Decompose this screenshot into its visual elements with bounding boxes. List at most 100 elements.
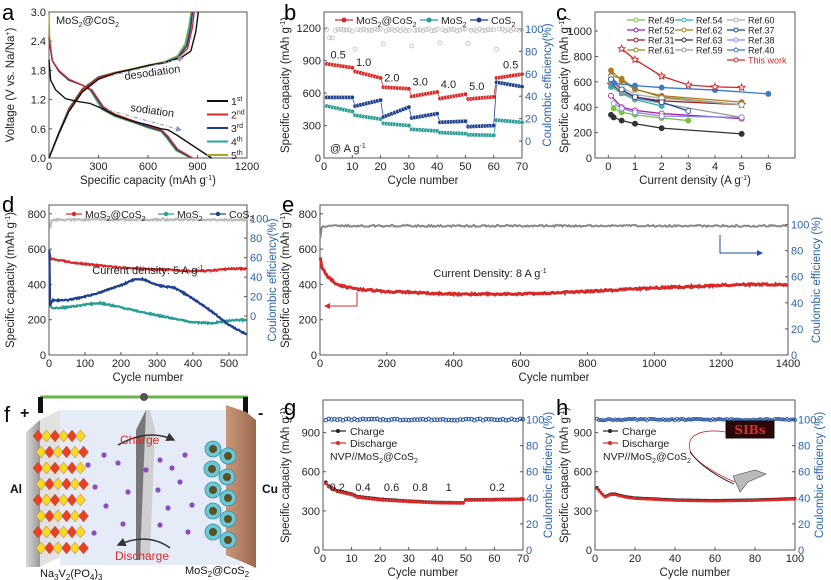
rate-label: 0.2: [330, 482, 345, 494]
ce-marker: [509, 416, 514, 422]
data-point-Discharge: [469, 498, 474, 502]
y2-axis-label: Coulombic efficiency (%): [811, 217, 823, 344]
x-tick-label: 200: [112, 358, 130, 370]
anode-label: MoS2@CoS2: [185, 565, 250, 579]
ce-marker: [454, 28, 460, 34]
cell-annotation: NVP//MoS2​@CoS2​: [330, 451, 418, 465]
data-point-Discharge: [506, 497, 511, 502]
data-point-Discharge: [489, 498, 494, 502]
x-tick-label: 800: [578, 358, 596, 370]
y-tick-label: 400: [28, 279, 46, 291]
data-point-Discharge: [372, 497, 377, 501]
legend-label: Discharge: [622, 438, 669, 450]
crystal-polyhedron: [75, 461, 86, 475]
rate-label: 0.5: [503, 59, 518, 71]
ce-marker: [517, 416, 523, 422]
data-point-Discharge: [398, 499, 402, 503]
ce-marker: [687, 417, 691, 422]
x-tick-label: 1200: [235, 161, 259, 173]
crystal-polyhedron: [58, 525, 69, 539]
data-point-Discharge: [418, 500, 422, 504]
rate-label: 0.4: [355, 482, 370, 494]
panel-c: c 0 1 2 3 4 5 6 0 200 400 600 800 1000 Current density…: [556, 0, 796, 187]
y-axis-label: Specific capacity (mAh g-1​): [559, 17, 571, 153]
rate-label: 5.0: [469, 81, 484, 93]
crystal-polyhedron: [52, 477, 64, 491]
al-label: Al: [10, 482, 22, 496]
ce-marker: [446, 27, 451, 33]
ce-marker: [335, 26, 341, 32]
x-tick-label: 30: [403, 161, 415, 173]
y2-tick-label: 60: [525, 69, 537, 81]
ce-marker: [513, 27, 519, 33]
crystal-polyhedron: [78, 541, 89, 555]
x-tick-label: 6: [765, 161, 771, 173]
ce-marker: [475, 416, 480, 422]
legend-marker: [71, 211, 77, 217]
y-tick-label: 900: [303, 56, 321, 68]
rate-label: 0.2: [490, 482, 505, 494]
y-tick-label: 600: [574, 467, 592, 479]
x-tick-label: 40: [431, 553, 443, 565]
ce-marker: [729, 416, 733, 421]
ce-marker: [360, 416, 366, 422]
series-line-CE: [319, 223, 788, 239]
y2-tick-label: 0: [250, 311, 256, 323]
sodium-ion: [169, 465, 175, 471]
y2-tick-label: 20: [250, 292, 262, 304]
legend-marker: [681, 17, 687, 23]
ce-marker: [344, 27, 350, 33]
ce-marker: [512, 417, 517, 422]
ce-marker: [502, 28, 508, 34]
legend-label: 4th​: [231, 137, 243, 149]
y2-tick-label: 100: [526, 415, 544, 427]
data-point-Discharge: [481, 498, 485, 502]
legend-label: Ref.37: [748, 26, 775, 36]
ce-marker: [651, 417, 655, 421]
ce-marker: [669, 417, 673, 422]
data-point-Discharge: [472, 498, 477, 502]
legend-label: This work: [748, 56, 787, 66]
x-tick-label: 300: [148, 358, 166, 370]
y-tick-label: 400: [574, 102, 592, 114]
ce-marker: [465, 41, 471, 46]
x-tick-label: 50: [459, 161, 471, 173]
data-point-Discharge: [386, 498, 391, 503]
legend-label: Ref.63: [696, 36, 723, 46]
data-point-Discharge: [435, 500, 440, 505]
ce-marker: [349, 28, 355, 34]
y-tick-label: 0: [311, 350, 317, 362]
data-point-Discharge: [335, 489, 340, 494]
x-tick-label: 20: [374, 161, 386, 173]
ce-marker: [406, 27, 412, 33]
data-point-Ref.37: [632, 94, 638, 101]
x-tick-label: 900: [188, 161, 206, 173]
y-axis-label: Specific capacity (mAh g-1​): [5, 212, 17, 348]
data-point-Discharge: [378, 497, 382, 502]
ce-marker: [601, 418, 605, 423]
x-tick-label: 600: [139, 161, 157, 173]
legend-label: Ref.52: [648, 26, 675, 36]
legend-marker: [681, 27, 687, 33]
data-point-Ref.37: [618, 86, 625, 93]
data-point-Discharge: [444, 501, 448, 505]
data-point-Discharge: [375, 497, 380, 502]
legend-label: 1st​: [231, 96, 242, 108]
legend-marker: [215, 211, 221, 217]
x-tick-label: 40: [431, 161, 443, 173]
data-point-MoS2@CoS2: [519, 71, 525, 77]
y-tick-label: 300: [302, 506, 320, 518]
data-point-Ref.38: [738, 114, 745, 121]
data-point-Discharge: [415, 500, 420, 504]
annotation-title: MoS2​@CoS2​: [56, 15, 119, 29]
rate-label: 2.0: [384, 72, 399, 84]
cu-current-collector: [226, 405, 256, 568]
data-point-This work: [617, 44, 627, 53]
panel-b: b 0 10 20 30 40 50 60 70 0 300 600 900 1200 0 20 40 60 80 1…: [280, 0, 554, 187]
sodium-ion: [125, 489, 131, 495]
minus-sign: -: [258, 405, 263, 422]
data-point-CoS2: [434, 111, 440, 117]
plot-frame: [48, 11, 248, 159]
x-axis-label: Cycle number: [660, 567, 731, 579]
y2-tick-label: 0: [791, 350, 797, 362]
